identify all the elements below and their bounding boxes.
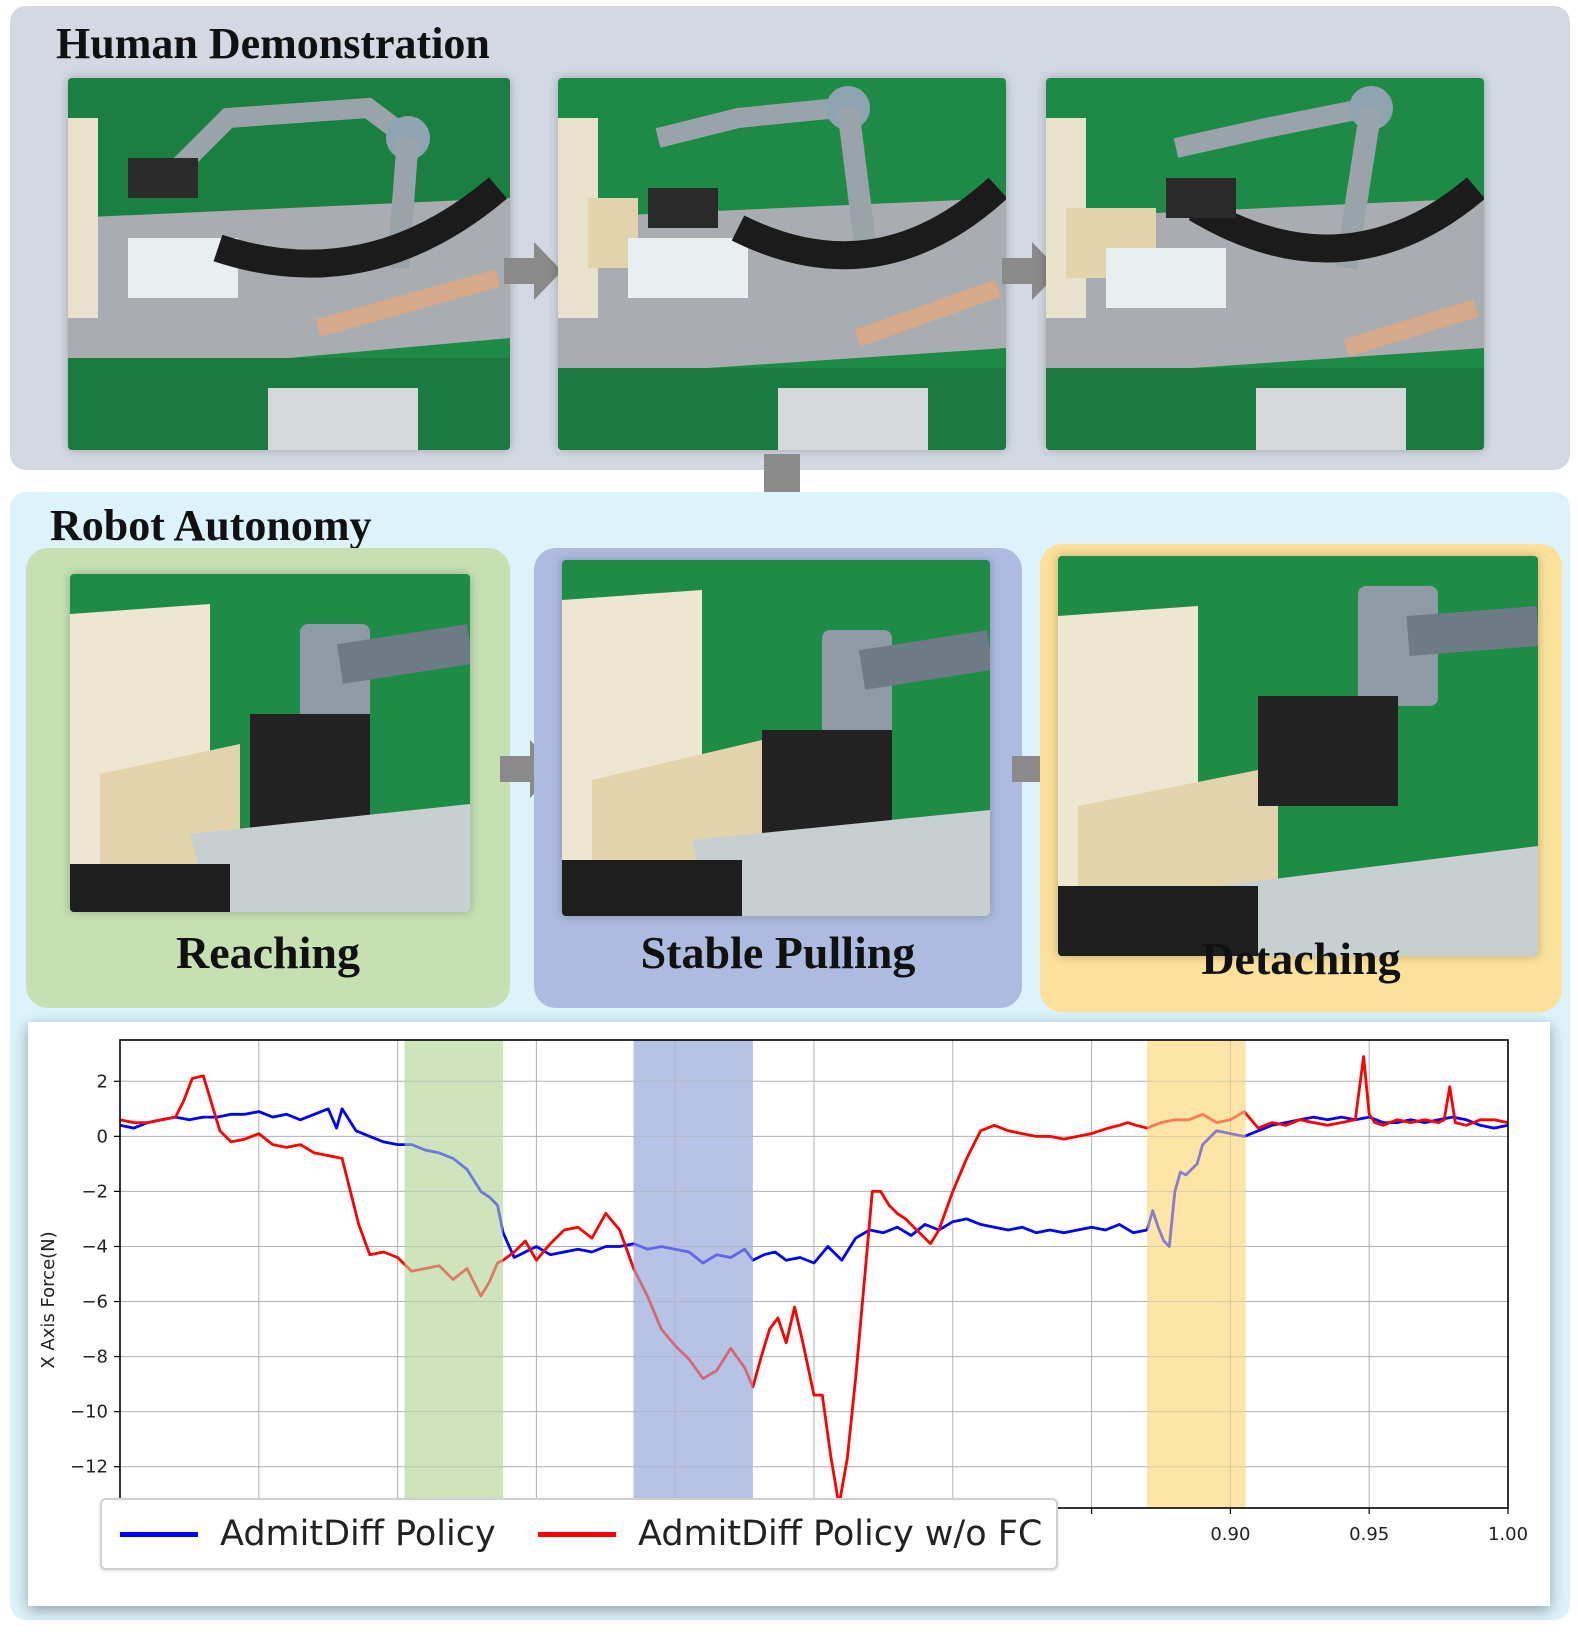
legend-swatch-admitdiff: [120, 1531, 198, 1537]
region-overlay-1: [404, 1040, 504, 1508]
series-line-1: [119, 1107, 1509, 1265]
chart-legend: AdmitDiff Policy AdmitDiff Policy w/o FC: [100, 1498, 1058, 1570]
human-demonstration-title: Human Demonstration: [56, 19, 490, 68]
x-tick-label: 0.90: [1210, 1524, 1250, 1545]
force-chart-card: 2 0 −2 −4 −6 −8 −10 −12 0.90 0.95 1.00 X Axis For…: [28, 1022, 1550, 1606]
region-overlay-2: [633, 1040, 753, 1508]
stable-pulling-photo: [562, 560, 990, 916]
region-overlays: [404, 1040, 1246, 1508]
y-tick-label: −10: [70, 1402, 108, 1423]
y-axis-label: X Axis Force(N): [38, 1231, 59, 1368]
demo-photo-2: [558, 78, 1006, 450]
x-ticks: 0.90 0.95 1.00: [258, 1508, 1528, 1545]
stage-label-reaching: Reaching: [176, 927, 360, 978]
legend-item-admitdiff: AdmitDiff Policy: [120, 1500, 496, 1568]
y-tick-label: 0: [97, 1126, 108, 1147]
legend-label-admitdiff-wo-fc: AdmitDiff Policy w/o FC: [638, 1514, 1043, 1554]
legend-item-admitdiff-wo-fc: AdmitDiff Policy w/o FC: [538, 1500, 1042, 1568]
legend-swatch-admitdiff-wo-fc: [538, 1531, 616, 1537]
y-tick-label: −8: [81, 1347, 108, 1368]
detaching-photo: [1058, 556, 1538, 956]
stage-stable-pulling: Stable Pulling: [534, 548, 1022, 1008]
y-tick-label: −4: [81, 1236, 108, 1257]
series-line-2: [119, 1055, 1509, 1507]
stage-label-detaching: Detaching: [1201, 933, 1401, 984]
force-chart: 2 0 −2 −4 −6 −8 −10 −12 0.90 0.95 1.00 X Axis For…: [38, 1039, 1528, 1545]
stage-label-stable-pulling: Stable Pulling: [640, 927, 916, 978]
shaded-regions: [404, 1040, 1246, 1508]
robot-autonomy-title: Robot Autonomy: [50, 501, 372, 550]
y-tick-label: −2: [81, 1181, 108, 1202]
chart-series: [119, 1055, 1509, 1507]
reaching-photo: [70, 574, 470, 912]
y-tick-label: −6: [81, 1292, 108, 1313]
region-overlay-3: [1147, 1040, 1246, 1508]
human-demonstration-panel: Human Demonstration: [10, 6, 1570, 470]
legend-label-admitdiff: AdmitDiff Policy: [220, 1514, 496, 1554]
x-tick-label: 1.00: [1488, 1524, 1528, 1545]
stage-detaching: Detaching: [1040, 544, 1562, 1012]
y-tick-label: −12: [70, 1457, 108, 1478]
x-tick-label: 0.95: [1349, 1524, 1389, 1545]
demo-photo-3: [1046, 78, 1484, 450]
y-ticks: 2 0 −2 −4 −6 −8 −10 −12: [70, 1071, 120, 1478]
stage-reaching: Reaching: [26, 548, 510, 1008]
demo-photo-1: [68, 78, 510, 450]
y-tick-label: 2: [97, 1071, 108, 1092]
